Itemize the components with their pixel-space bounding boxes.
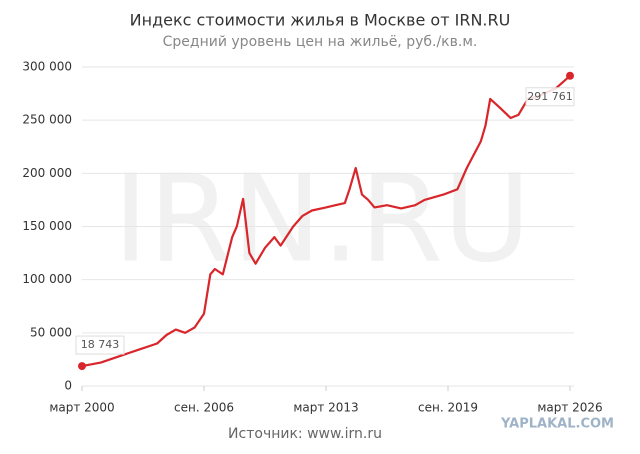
series-line xyxy=(81,74,571,368)
x-tick-label: сен. 2019 xyxy=(418,401,478,415)
x-tick-label: март 2013 xyxy=(293,401,358,415)
y-tick-label: 200 000 xyxy=(22,166,72,180)
end-point xyxy=(78,362,86,371)
source: Источник: www.irn.ru xyxy=(228,426,382,442)
y-tick-label: 100 000 xyxy=(22,272,72,286)
y-tick-label: 0 xyxy=(64,379,72,393)
x-tick-label: март 2000 xyxy=(49,401,114,415)
data-label: 18 743 xyxy=(81,338,120,351)
y-tick-label: 150 000 xyxy=(22,219,72,233)
x-tick-label: март 2026 xyxy=(537,401,602,415)
y-tick-label: 250 000 xyxy=(22,113,72,127)
watermark: IRN.RU xyxy=(113,151,531,290)
chart-title: Индекс стоимости жилья в Москве от IRN.R… xyxy=(130,11,511,30)
data-label: 291 761 xyxy=(527,90,573,103)
x-tick-label: сен. 2006 xyxy=(174,401,234,415)
label-box xyxy=(75,335,125,355)
y-tick-label: 50 000 xyxy=(30,325,72,339)
chart-subtitle: Средний уровень цен на жильё, руб./кв.м. xyxy=(163,34,478,50)
corner-watermark: YAPLAKAL.COM xyxy=(500,417,614,432)
label-box xyxy=(525,87,575,107)
y-tick-label: 300 000 xyxy=(22,60,72,74)
end-point xyxy=(566,71,574,80)
